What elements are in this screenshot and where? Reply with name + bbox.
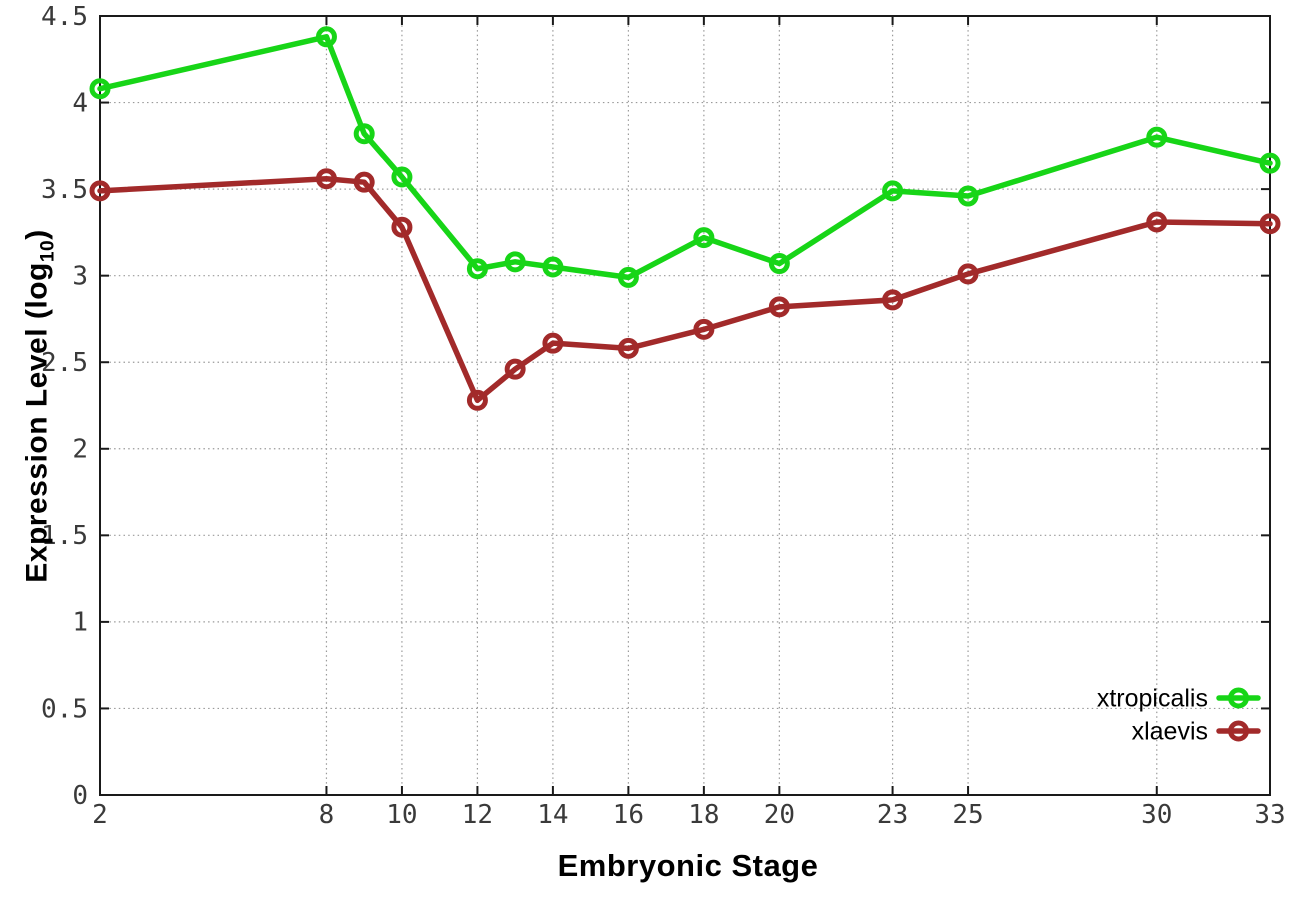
data-point-xlaevis [1146,211,1168,233]
x-tick-label: 20 [764,800,795,830]
data-point-xtropicalis [768,253,790,275]
x-tick-labels: 2 8 10 12 14 16 18 20 23 25 30 33 [92,800,1285,830]
x-tick-label: 18 [688,800,719,830]
data-point-xtropicalis [504,251,526,273]
data-point-xlaevis [1259,213,1281,235]
y-tick-label: 3 [72,262,88,292]
series-line-xlaevis [97,175,1273,404]
data-point-xlaevis [391,216,413,238]
data-point-xtropicalis [391,166,413,188]
data-point-xtropicalis [466,258,488,280]
data-point-xtropicalis [1146,126,1168,148]
data-point-xlaevis [768,296,790,318]
border-rect [99,15,1271,796]
gridlines [100,16,1270,795]
data-point-xtropicalis [315,26,337,48]
y-axis-title-text: Expression Level (log [20,262,54,583]
x-tick-label: 2 [92,800,108,830]
y-tick-label: 0.5 [41,694,88,724]
legend-label-xlaevis: xlaevis [1132,718,1208,746]
legend-marker [1228,687,1249,709]
x-tick-label: 14 [537,800,568,830]
y-tick-label: 1.5 [41,521,88,551]
data-series [89,26,1281,411]
data-point-xlaevis [957,263,979,285]
y-axis-title-subscript: 10 [37,239,59,263]
x-tick-label: 16 [613,800,644,830]
plot-border [99,15,1271,796]
y-tick-label: 3.5 [41,175,88,205]
x-tick-label: 12 [462,800,493,830]
data-point-xtropicalis [957,185,979,207]
data-point-xtropicalis [1259,152,1281,174]
y-tick-label: 1 [72,608,88,638]
y-tick-label: 2.5 [41,348,88,378]
data-point-xlaevis [693,318,715,340]
x-axis-title: Embryonic Stage [557,848,819,883]
data-point-xlaevis [504,358,526,380]
legend: xtropicalis xlaevis [1097,685,1261,746]
y-axis-title-suffix: ) [20,229,54,240]
data-point-xtropicalis [89,78,111,100]
y-axis-title: Expression Level (log10) [21,229,60,582]
x-tick-label: 25 [952,800,983,830]
x-tick-label: 10 [386,800,417,830]
y-tick-labels: 0 0.5 1 1.5 2 2.5 3 3.5 4 4.5 [41,2,88,811]
data-point-xtropicalis [882,180,904,202]
data-point-xtropicalis [353,123,375,145]
y-tick-label: 4 [72,88,88,118]
data-point-xlaevis [882,289,904,311]
data-point-xlaevis [89,180,111,202]
axis-tick-marks [99,15,1271,796]
x-tick-label: 30 [1141,800,1172,830]
data-point-xlaevis [353,171,375,193]
legend-marker [1228,720,1249,742]
x-tick-label: 8 [319,800,335,830]
x-tick-label: 33 [1254,800,1285,830]
y-tick-label: 4.5 [41,2,88,32]
data-point-xlaevis [542,332,564,354]
data-point-xtropicalis [693,227,715,249]
x-tick-label: 23 [877,800,908,830]
data-point-xlaevis [466,389,488,411]
y-tick-label: 2 [72,435,88,465]
data-point-xtropicalis [617,266,639,288]
data-point-xlaevis [617,337,639,359]
data-point-xlaevis [315,168,337,190]
legend-label-xtropicalis: xtropicalis [1097,685,1208,713]
y-tick-label: 0 [72,781,88,811]
data-point-xtropicalis [542,256,564,278]
